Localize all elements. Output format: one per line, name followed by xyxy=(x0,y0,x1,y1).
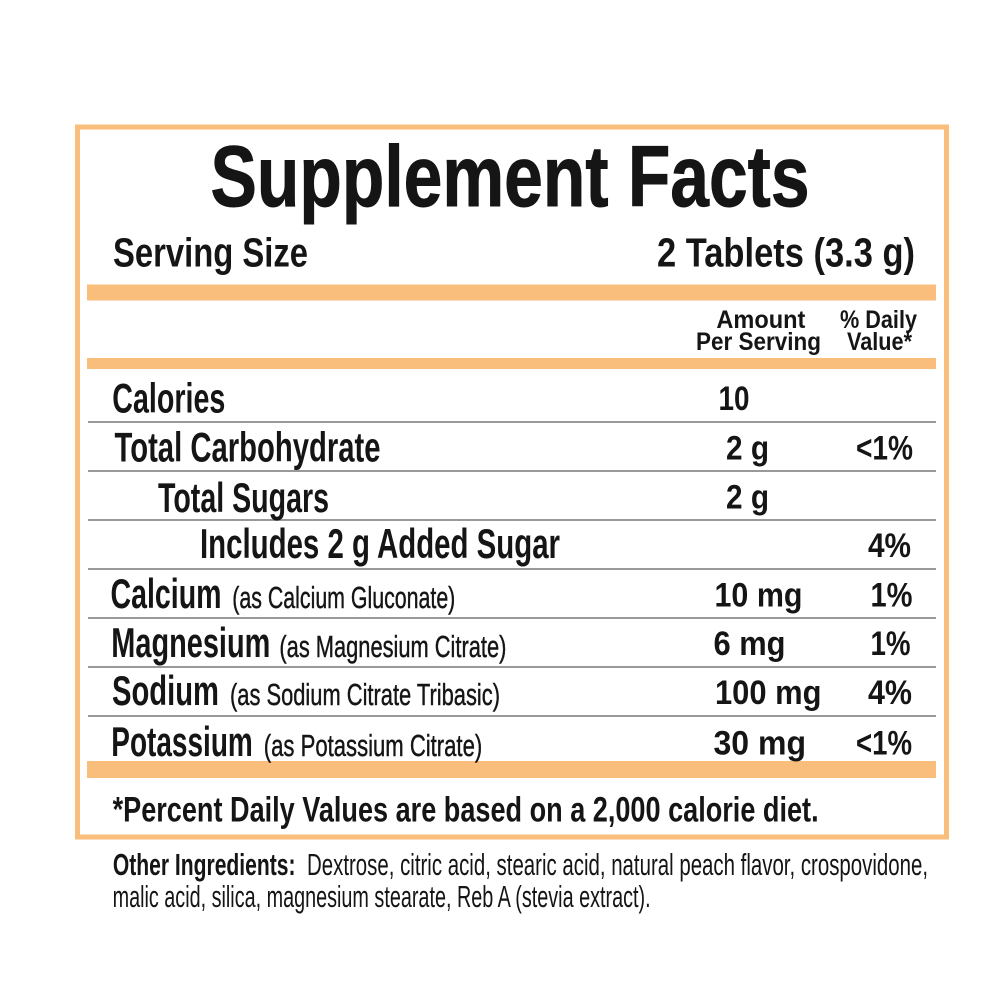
svg-text:Includes 2 g Added Sugar: Includes 2 g Added Sugar xyxy=(200,520,560,567)
svg-text:Value*: Value* xyxy=(847,328,912,356)
svg-text:100 mg: 100 mg xyxy=(715,674,822,712)
svg-text:10 mg: 10 mg xyxy=(715,576,803,614)
svg-text:Potassium: Potassium xyxy=(111,718,253,765)
svg-text:Dextrose, citric acid, stearic: Dextrose, citric acid, stearic acid, nat… xyxy=(307,847,928,882)
svg-text:Total Carbohydrate: Total Carbohydrate xyxy=(115,424,381,471)
svg-text:4%: 4% xyxy=(868,674,912,712)
svg-text:(as Potassium Citrate): (as Potassium Citrate) xyxy=(264,728,482,763)
svg-text:10: 10 xyxy=(719,380,750,418)
svg-text:Sodium: Sodium xyxy=(112,667,219,714)
svg-text:<1%: <1% xyxy=(856,725,912,763)
svg-text:30 mg: 30 mg xyxy=(714,725,807,763)
svg-text:4%: 4% xyxy=(868,527,911,565)
svg-text:1%: 1% xyxy=(871,625,911,663)
svg-text:1%: 1% xyxy=(871,576,913,614)
svg-text:malic acid, silica, magnesium: malic acid, silica, magnesium stearate, … xyxy=(113,879,651,914)
svg-text:Total Sugars: Total Sugars xyxy=(158,474,329,521)
svg-text:Per Serving: Per Serving xyxy=(696,328,821,356)
svg-text:(as Magnesium Citrate): (as Magnesium Citrate) xyxy=(279,629,506,664)
svg-text:6 mg: 6 mg xyxy=(714,625,786,663)
svg-text:2 Tablets (3.3 g): 2 Tablets (3.3 g) xyxy=(657,230,915,276)
svg-text:Other Ingredients:: Other Ingredients: xyxy=(113,847,296,882)
svg-text:Magnesium: Magnesium xyxy=(111,619,270,666)
svg-text:Serving Size: Serving Size xyxy=(113,230,308,276)
svg-text:% Daily: % Daily xyxy=(840,306,917,334)
svg-text:Amount: Amount xyxy=(716,306,806,334)
svg-text:*Percent Daily Values are base: *Percent Daily Values are based on a 2,0… xyxy=(113,789,819,829)
svg-text:2 g: 2 g xyxy=(726,479,769,517)
svg-text:2 g: 2 g xyxy=(726,430,769,468)
svg-text:<1%: <1% xyxy=(856,430,913,468)
svg-text:Supplement Facts: Supplement Facts xyxy=(211,129,810,225)
svg-text:Calcium: Calcium xyxy=(111,570,222,617)
svg-text:Calories: Calories xyxy=(112,374,225,421)
svg-text:(as Sodium Citrate Tribasic): (as Sodium Citrate Tribasic) xyxy=(230,677,500,712)
svg-text:(as Calcium Gluconate): (as Calcium Gluconate) xyxy=(232,580,455,615)
